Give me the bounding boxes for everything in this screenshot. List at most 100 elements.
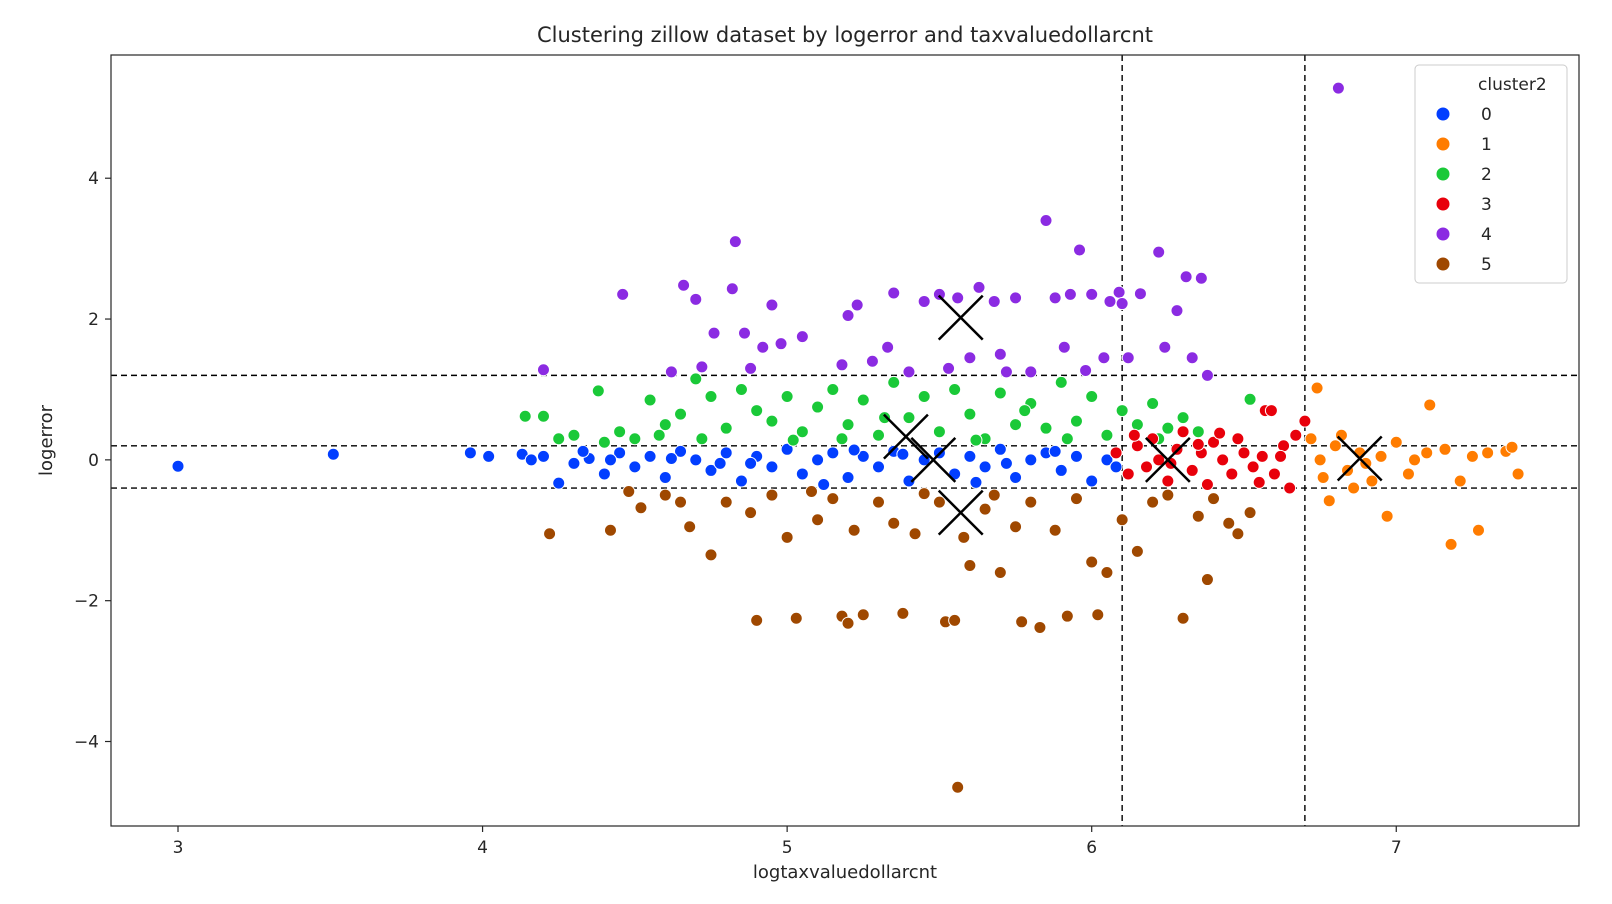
data-point-cluster-4 — [951, 291, 965, 305]
data-point-cluster-2 — [969, 433, 983, 447]
data-point-cluster-5 — [804, 485, 818, 499]
data-point-cluster-5 — [1191, 509, 1205, 523]
data-point-cluster-4 — [664, 365, 678, 379]
data-point-cluster-0 — [856, 449, 870, 463]
data-point-cluster-2 — [1176, 411, 1190, 425]
data-point-cluster-4 — [728, 235, 742, 249]
data-point-cluster-0 — [628, 460, 642, 474]
data-point-cluster-5 — [622, 485, 636, 499]
data-point-cluster-2 — [695, 432, 709, 446]
centroid-marker-2 — [883, 413, 929, 460]
data-point-cluster-5 — [1060, 609, 1074, 623]
data-point-cluster-0 — [1100, 453, 1114, 467]
data-point-cluster-5 — [1130, 544, 1144, 558]
data-point-cluster-4 — [881, 340, 895, 354]
data-point-cluster-2 — [887, 375, 901, 389]
data-point-cluster-3 — [1298, 414, 1312, 428]
data-point-cluster-4 — [1194, 271, 1208, 285]
data-point-cluster-3 — [1252, 475, 1266, 489]
data-point-cluster-2 — [628, 432, 642, 446]
data-point-cluster-1 — [1471, 523, 1485, 537]
data-point-cluster-5 — [1009, 520, 1023, 534]
data-point-cluster-2 — [1069, 414, 1083, 428]
data-point-cluster-4 — [1009, 291, 1023, 305]
data-point-cluster-0 — [1048, 444, 1062, 458]
data-point-cluster-5 — [841, 616, 855, 630]
data-point-cluster-3 — [1152, 453, 1166, 467]
data-point-cluster-1 — [1511, 467, 1525, 481]
data-point-cluster-2 — [948, 382, 962, 396]
data-point-cluster-0 — [463, 446, 477, 460]
y-tick-label: 0 — [88, 451, 99, 471]
data-point-cluster-2 — [963, 407, 977, 421]
x-tick-label: 4 — [477, 838, 488, 858]
y-axis-label: logerror — [36, 404, 57, 476]
data-point-cluster-4 — [1079, 363, 1093, 377]
data-point-cluster-2 — [652, 428, 666, 442]
centroid-marker-5 — [937, 489, 984, 536]
plot-border — [110, 54, 1580, 827]
data-point-cluster-5 — [993, 566, 1007, 580]
centroid-marker-0 — [910, 436, 957, 483]
data-point-cluster-1 — [1313, 453, 1327, 467]
data-point-cluster-4 — [1133, 287, 1147, 301]
data-point-cluster-2 — [719, 421, 733, 435]
scatter-points — [171, 81, 1525, 794]
data-point-cluster-4 — [725, 282, 739, 296]
data-point-cluster-5 — [1146, 495, 1160, 509]
data-point-cluster-5 — [1176, 611, 1190, 625]
data-point-cluster-0 — [171, 459, 185, 473]
legend-label: 4 — [1481, 225, 1492, 245]
data-point-cluster-4 — [835, 358, 849, 372]
data-point-cluster-2 — [518, 409, 532, 423]
data-point-cluster-5 — [932, 495, 946, 509]
data-point-cluster-5 — [1243, 506, 1257, 520]
data-point-cluster-2 — [1009, 418, 1023, 432]
data-point-cluster-4 — [1063, 287, 1077, 301]
data-point-cluster-4 — [942, 361, 956, 375]
data-point-cluster-4 — [1121, 351, 1135, 365]
data-point-cluster-4 — [972, 280, 986, 294]
data-point-cluster-0 — [811, 453, 825, 467]
x-tick-label: 3 — [173, 838, 184, 858]
data-point-cluster-0 — [1109, 460, 1123, 474]
data-point-cluster-4 — [1097, 351, 1111, 365]
data-point-cluster-4 — [1024, 365, 1038, 379]
data-point-cluster-2 — [878, 411, 892, 425]
data-point-cluster-5 — [1207, 492, 1221, 506]
centroid-stroke — [937, 489, 984, 536]
data-point-cluster-5 — [987, 488, 1001, 502]
data-point-cluster-2 — [597, 435, 611, 449]
data-point-cluster-0 — [1069, 449, 1083, 463]
data-point-cluster-0 — [969, 475, 983, 489]
data-point-cluster-4 — [902, 365, 916, 379]
data-point-cluster-2 — [1054, 375, 1068, 389]
data-point-cluster-0 — [597, 467, 611, 481]
data-point-cluster-4 — [707, 326, 721, 340]
data-point-cluster-0 — [841, 470, 855, 484]
data-point-cluster-3 — [1140, 460, 1154, 474]
data-point-cluster-3 — [1191, 437, 1205, 451]
legend-item-4: 4 — [1435, 225, 1492, 245]
x-tick-label: 7 — [1391, 838, 1402, 858]
data-point-cluster-2 — [1060, 432, 1074, 446]
legend-item-0: 0 — [1435, 105, 1492, 125]
data-point-cluster-0 — [643, 449, 657, 463]
data-point-cluster-2 — [1146, 397, 1160, 411]
data-point-cluster-0 — [999, 456, 1013, 470]
data-point-cluster-1 — [1304, 432, 1318, 446]
y-tick-label: 2 — [88, 310, 99, 330]
centroid-stroke — [937, 294, 984, 341]
data-point-cluster-5 — [963, 558, 977, 572]
data-point-cluster-5 — [765, 488, 779, 502]
data-point-cluster-3 — [1200, 478, 1214, 492]
legend: cluster2 0 1 2 3 4 5 — [1414, 64, 1568, 284]
data-point-cluster-1 — [1365, 474, 1379, 488]
data-point-cluster-1 — [1310, 381, 1324, 395]
data-point-cluster-2 — [536, 409, 550, 423]
centroid-stroke — [1336, 435, 1383, 482]
data-point-cluster-0 — [1009, 470, 1023, 484]
data-point-cluster-0 — [1024, 453, 1038, 467]
data-point-cluster-2 — [1085, 389, 1099, 403]
data-point-cluster-4 — [1170, 304, 1184, 318]
